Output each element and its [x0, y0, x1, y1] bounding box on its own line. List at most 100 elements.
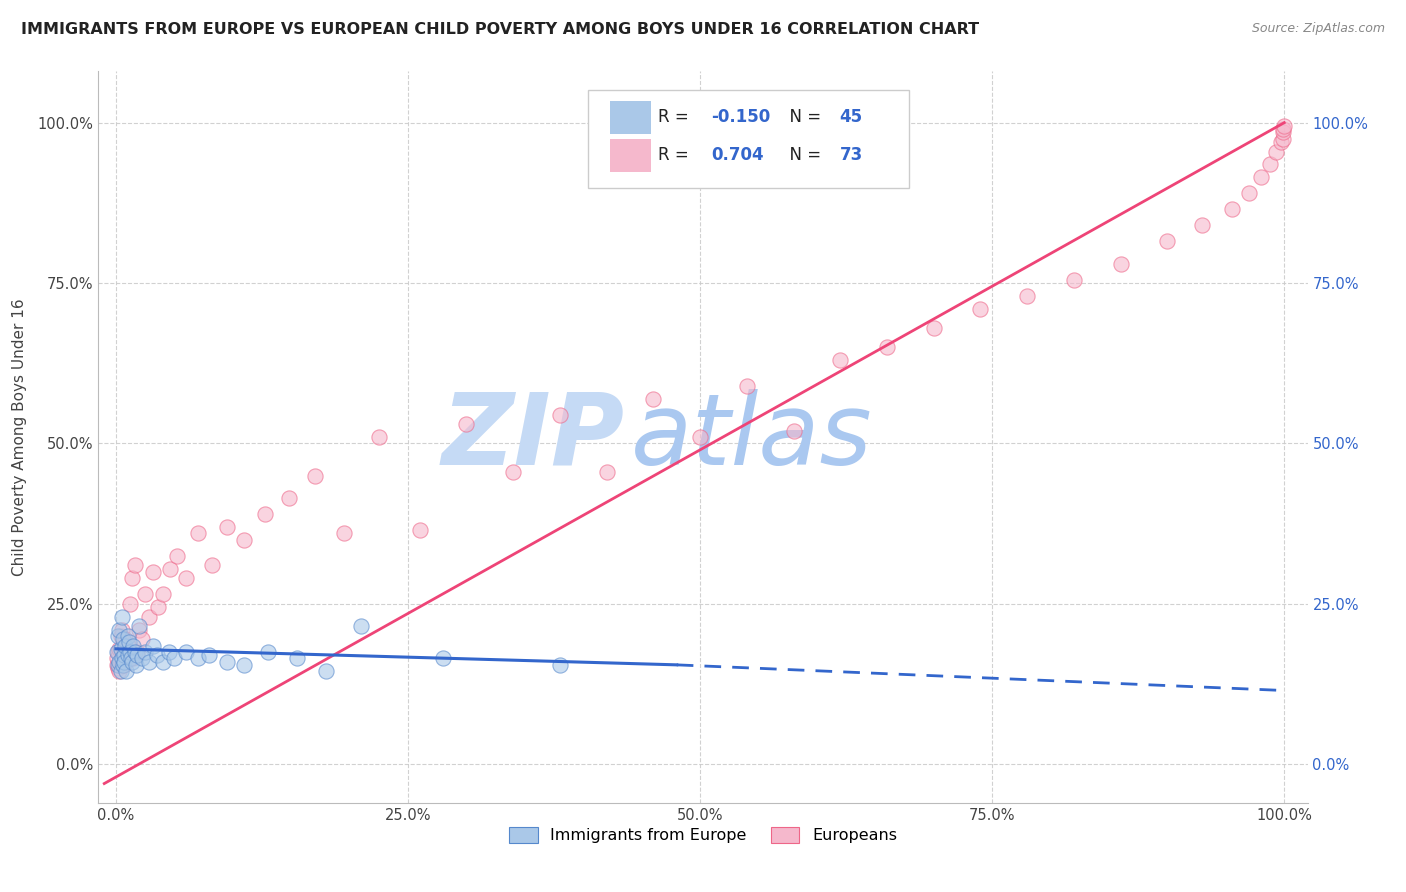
Point [315, 665, 337, 679]
Point [201, 558, 224, 573]
Point [111, 657, 134, 672]
Point [117, 639, 139, 653]
Point [121, 571, 143, 585]
Point [114, 655, 136, 669]
Point [120, 651, 142, 665]
Point [121, 655, 143, 669]
Point [138, 655, 160, 669]
Point [142, 639, 165, 653]
Point [128, 623, 150, 637]
Point [1017, 289, 1039, 303]
Point [115, 665, 138, 679]
Point [105, 645, 128, 659]
Point [689, 430, 711, 444]
Point [110, 629, 132, 643]
Point [111, 651, 134, 665]
Point [107, 661, 129, 675]
Point [138, 609, 160, 624]
Text: N =: N = [779, 146, 827, 164]
Point [111, 648, 134, 663]
Text: N =: N = [779, 109, 827, 127]
Point [114, 639, 136, 653]
Point [134, 587, 156, 601]
Point [233, 533, 256, 547]
Point [112, 645, 135, 659]
Point [1156, 235, 1178, 249]
Point [105, 651, 128, 665]
Point [110, 665, 132, 679]
Point [1272, 119, 1295, 133]
Point [128, 619, 150, 633]
Point [187, 651, 209, 665]
Point [152, 587, 174, 601]
Point [1272, 132, 1295, 146]
Point [131, 651, 153, 665]
Point [456, 417, 478, 432]
Text: R =: R = [658, 109, 695, 127]
Point [367, 430, 389, 444]
Point [285, 651, 308, 665]
Text: 73: 73 [839, 146, 863, 164]
Point [111, 657, 134, 672]
Point [595, 466, 617, 480]
Point [1250, 170, 1272, 185]
Point [110, 655, 132, 669]
Point [111, 632, 134, 647]
Point [125, 645, 148, 659]
Y-axis label: Child Poverty Among Boys Under 16: Child Poverty Among Boys Under 16 [11, 298, 27, 576]
Point [256, 645, 278, 659]
Point [187, 526, 209, 541]
Point [125, 648, 148, 663]
Point [117, 651, 139, 665]
Point [735, 378, 758, 392]
Text: R =: R = [658, 146, 695, 164]
Point [174, 645, 197, 659]
Point [502, 466, 524, 480]
FancyBboxPatch shape [610, 139, 651, 171]
Point [782, 424, 804, 438]
Point [107, 657, 129, 672]
Point [1270, 135, 1292, 149]
Point [108, 655, 131, 669]
Point [830, 353, 852, 368]
Point [117, 648, 139, 663]
Text: 0.704: 0.704 [711, 146, 763, 164]
Text: -0.150: -0.150 [711, 109, 770, 127]
Point [1237, 186, 1260, 201]
Point [114, 632, 136, 647]
Point [112, 657, 135, 672]
Point [350, 619, 373, 633]
Point [122, 651, 145, 665]
Point [332, 526, 354, 541]
Point [969, 301, 991, 316]
Point [1258, 157, 1281, 171]
Point [548, 657, 571, 672]
Point [108, 623, 131, 637]
Point [146, 600, 169, 615]
Point [107, 629, 129, 643]
Text: IMMIGRANTS FROM EUROPE VS EUROPEAN CHILD POVERTY AMONG BOYS UNDER 16 CORRELATION: IMMIGRANTS FROM EUROPE VS EUROPEAN CHILD… [21, 22, 979, 37]
FancyBboxPatch shape [588, 90, 908, 188]
Text: ZIP: ZIP [441, 389, 624, 485]
Point [1063, 273, 1085, 287]
Point [157, 645, 180, 659]
Point [108, 641, 131, 656]
Point [124, 645, 146, 659]
Point [118, 597, 141, 611]
Point [166, 549, 188, 563]
Text: 45: 45 [839, 109, 863, 127]
Point [1220, 202, 1243, 217]
Point [118, 645, 141, 659]
Point [1272, 122, 1295, 136]
Point [1265, 145, 1288, 159]
Point [215, 520, 238, 534]
Point [146, 648, 169, 663]
Point [105, 657, 128, 672]
Point [131, 632, 153, 647]
Legend: Immigrants from Europe, Europeans: Immigrants from Europe, Europeans [502, 821, 904, 850]
Point [254, 507, 277, 521]
Point [152, 655, 174, 669]
FancyBboxPatch shape [610, 102, 651, 134]
Point [111, 623, 134, 637]
Point [922, 321, 945, 335]
